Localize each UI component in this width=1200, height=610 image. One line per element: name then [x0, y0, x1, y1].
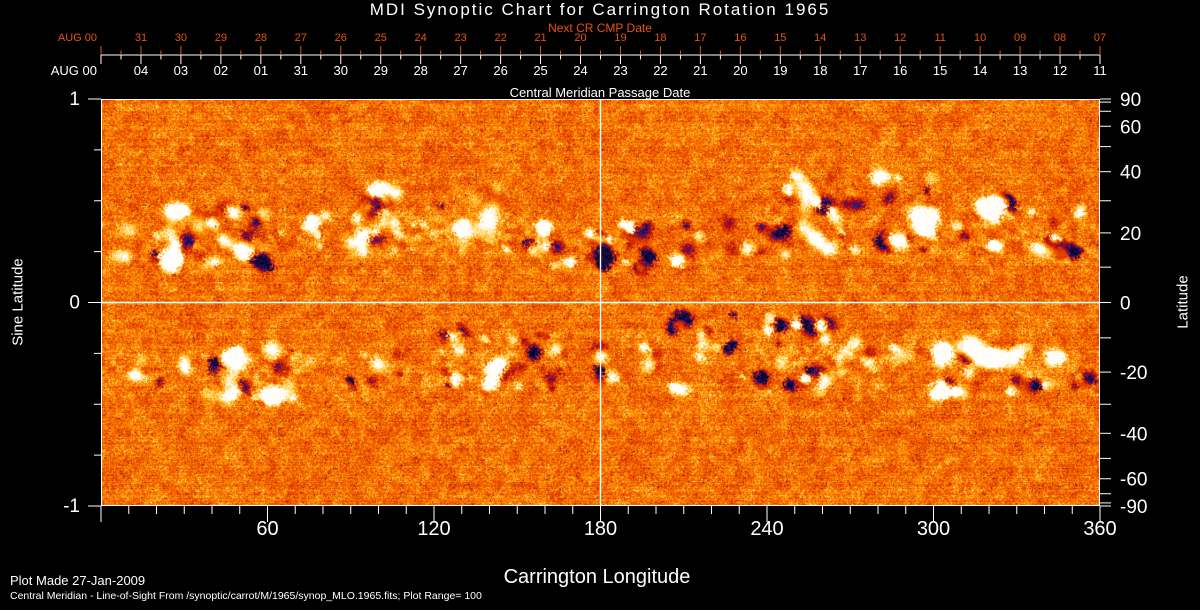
svg-text:-90: -90 [1120, 497, 1147, 518]
svg-text:26: 26 [335, 32, 347, 44]
svg-text:19: 19 [614, 32, 626, 44]
svg-text:AUG 00: AUG 00 [58, 32, 97, 44]
svg-text:04: 04 [134, 63, 148, 78]
svg-text:17: 17 [853, 63, 867, 78]
svg-text:10: 10 [974, 32, 986, 44]
svg-text:20: 20 [574, 32, 586, 44]
svg-text:14: 14 [973, 63, 987, 78]
svg-text:19: 19 [773, 63, 787, 78]
svg-text:03: 03 [174, 63, 188, 78]
svg-text:02: 02 [214, 63, 228, 78]
svg-text:18: 18 [654, 32, 666, 44]
svg-text:25: 25 [533, 63, 547, 78]
svg-text:20: 20 [1120, 224, 1141, 245]
svg-text:14: 14 [814, 32, 826, 44]
svg-text:26: 26 [493, 63, 507, 78]
svg-text:300: 300 [917, 518, 950, 540]
svg-text:27: 27 [295, 32, 307, 44]
svg-text:07: 07 [1094, 32, 1106, 44]
svg-text:-40: -40 [1120, 424, 1147, 445]
svg-text:29: 29 [373, 63, 387, 78]
svg-text:-60: -60 [1120, 470, 1147, 491]
svg-text:31: 31 [135, 32, 147, 44]
svg-text:60: 60 [256, 518, 278, 540]
svg-text:29: 29 [215, 32, 227, 44]
svg-text:-1: -1 [63, 496, 80, 517]
svg-text:28: 28 [413, 63, 427, 78]
svg-text:22: 22 [494, 32, 506, 44]
svg-text:23: 23 [613, 63, 627, 78]
svg-text:22: 22 [653, 63, 667, 78]
svg-text:09: 09 [1014, 32, 1026, 44]
svg-text:27: 27 [453, 63, 467, 78]
svg-text:0: 0 [1120, 294, 1131, 315]
svg-text:28: 28 [255, 32, 267, 44]
svg-text:-20: -20 [1120, 363, 1147, 384]
svg-text:1: 1 [69, 89, 80, 110]
svg-text:30: 30 [175, 32, 187, 44]
svg-text:11: 11 [1093, 63, 1107, 78]
svg-text:16: 16 [734, 32, 746, 44]
svg-text:24: 24 [573, 63, 587, 78]
svg-text:240: 240 [750, 518, 783, 540]
svg-text:90: 90 [1120, 90, 1141, 111]
svg-text:0: 0 [69, 293, 80, 314]
svg-text:13: 13 [1013, 63, 1027, 78]
svg-text:18: 18 [813, 63, 827, 78]
svg-text:40: 40 [1120, 163, 1141, 184]
svg-text:AUG 00: AUG 00 [51, 63, 97, 78]
svg-text:01: 01 [254, 63, 268, 78]
svg-text:180: 180 [584, 518, 617, 540]
svg-text:17: 17 [694, 32, 706, 44]
svg-text:60: 60 [1120, 117, 1141, 138]
svg-text:21: 21 [693, 63, 707, 78]
svg-text:31: 31 [294, 63, 308, 78]
svg-text:12: 12 [1053, 63, 1067, 78]
svg-text:08: 08 [1054, 32, 1066, 44]
svg-text:23: 23 [455, 32, 467, 44]
svg-text:120: 120 [417, 518, 450, 540]
svg-text:30: 30 [334, 63, 348, 78]
svg-text:20: 20 [733, 63, 747, 78]
svg-text:360: 360 [1083, 518, 1116, 540]
svg-text:15: 15 [933, 63, 947, 78]
svg-text:12: 12 [894, 32, 906, 44]
svg-text:11: 11 [934, 32, 945, 44]
svg-text:16: 16 [893, 63, 907, 78]
svg-text:15: 15 [774, 32, 786, 44]
svg-text:13: 13 [854, 32, 866, 44]
svg-text:21: 21 [534, 32, 546, 44]
svg-text:25: 25 [375, 32, 387, 44]
svg-text:24: 24 [415, 32, 427, 44]
